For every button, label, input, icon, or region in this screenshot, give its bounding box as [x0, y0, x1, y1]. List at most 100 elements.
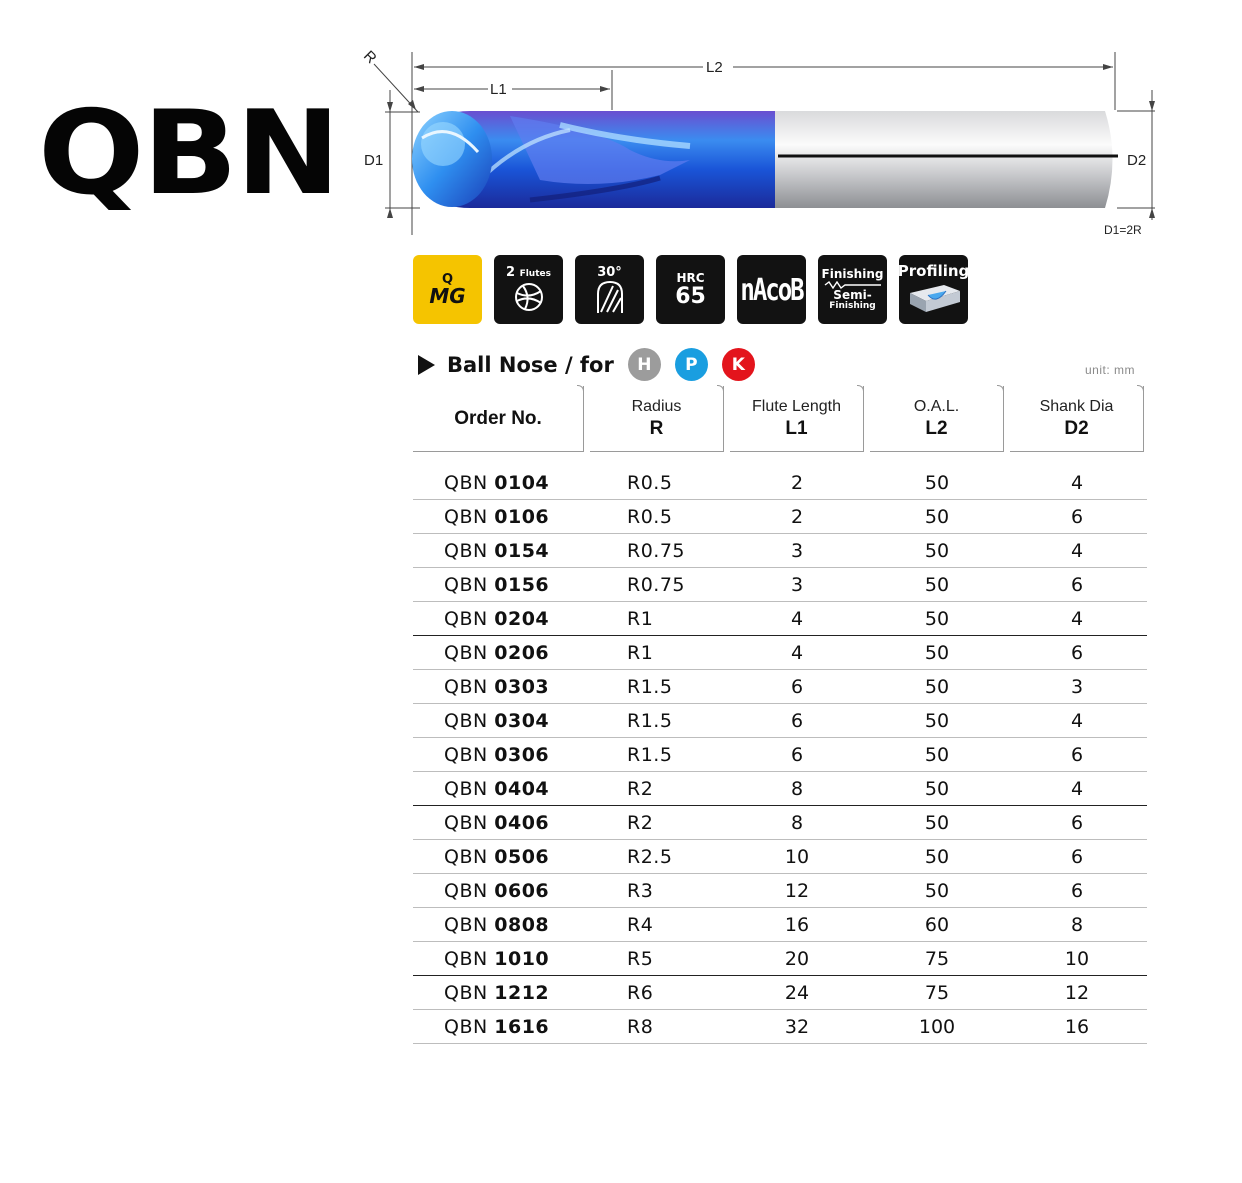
radius-cell: R0.5 [587, 499, 727, 534]
badge-hrc-label: HRC [676, 270, 705, 285]
table-row: QBN 0304 R1.5 6 50 4 [413, 703, 1147, 738]
oal-cell: 100 [867, 1009, 1007, 1044]
badge-semi-label: Semi- [833, 288, 872, 302]
header-oal-symbol: L2 [925, 417, 948, 439]
order-code: 0304 [494, 709, 550, 732]
badge-mg-grade: Q MG [413, 255, 482, 324]
order-no-cell: QBN 0404 [413, 771, 587, 806]
flute-length-cell: 3 [727, 533, 867, 568]
table-row: QBN 0406 R2 8 50 6 [413, 805, 1147, 840]
order-prefix: QBN [444, 879, 488, 902]
shank-dia-cell: 6 [1007, 737, 1147, 772]
dim-l1-label: L1 [490, 81, 507, 98]
radius-cell: R5 [587, 941, 727, 976]
header-shank-symbol: D2 [1064, 417, 1089, 439]
shank-dia-cell: 6 [1007, 805, 1147, 840]
shank-dia-cell: 10 [1007, 941, 1147, 976]
badge-finishing: Finishing Semi- Finishing [818, 255, 887, 324]
oal-cell: 50 [867, 601, 1007, 636]
flute-length-cell: 2 [727, 466, 867, 500]
radius-cell: R2 [587, 805, 727, 840]
flute-length-cell: 32 [727, 1009, 867, 1044]
header-oal: O.A.L. L2 [867, 386, 1007, 452]
flutes-icon [514, 283, 543, 311]
flute-length-cell: 12 [727, 873, 867, 908]
flute-length-cell: 3 [727, 567, 867, 602]
oal-cell: 75 [867, 975, 1007, 1010]
order-no-cell: QBN 0606 [413, 873, 587, 908]
badge-helix-label: 30° [597, 264, 622, 280]
order-prefix: QBN [444, 471, 488, 494]
material-k-badge: K [721, 348, 755, 381]
table-row: QBN 0506 R2.5 10 50 6 [413, 839, 1147, 874]
dim-r-label: R [360, 47, 380, 67]
radius-cell: R2.5 [587, 839, 727, 874]
table-row: QBN 0154 R0.75 3 50 4 [413, 533, 1147, 568]
header-shank-label: Shank Dia [1039, 397, 1114, 415]
badge-profiling: Profiling [898, 255, 969, 324]
order-prefix: QBN [444, 573, 488, 596]
badge-finishing-label: Finishing [821, 267, 884, 281]
table-row: QBN 0306 R1.5 6 50 6 [413, 737, 1147, 772]
order-prefix: QBN [444, 777, 488, 800]
shank-dia-cell: 6 [1007, 873, 1147, 908]
shank-dia-cell: 6 [1007, 499, 1147, 534]
shank-dia-cell: 6 [1007, 839, 1147, 874]
radius-cell: R8 [587, 1009, 727, 1044]
order-prefix: QBN [444, 675, 488, 698]
order-code: 0404 [494, 777, 550, 800]
triangle-bullet-icon [418, 354, 435, 375]
shank-dia-cell: 4 [1007, 703, 1147, 738]
header-order-no: Order No. [413, 386, 587, 452]
flute-length-cell: 10 [727, 839, 867, 874]
order-no-cell: QBN 0304 [413, 703, 587, 738]
table-row: QBN 0204 R1 4 50 4 [413, 601, 1147, 636]
header-oal-label: O.A.L. [913, 397, 960, 415]
oal-cell: 50 [867, 567, 1007, 602]
badge-coating-label: nAcoB [740, 272, 804, 307]
oal-cell: 50 [867, 635, 1007, 670]
header-radius: Radius R [587, 386, 727, 452]
dim-d2-label: D2 [1127, 152, 1146, 169]
badge-flutes-word: Flutes [519, 269, 551, 279]
table-row: QBN 0206 R1 4 50 6 [413, 635, 1147, 670]
flute-length-cell: 4 [727, 635, 867, 670]
badge-30-helix: 30° [575, 255, 644, 324]
flute-length-cell: 4 [727, 601, 867, 636]
badge-semi-finishing-label: Finishing [829, 301, 876, 311]
shank-dia-cell: 4 [1007, 466, 1147, 500]
order-no-cell: QBN 0206 [413, 635, 587, 670]
table-row: QBN 0104 R0.5 2 50 4 [413, 466, 1147, 500]
radius-cell: R1.5 [587, 737, 727, 772]
dim-note: D1=2R [1104, 223, 1142, 237]
header-order-label: Order No. [454, 407, 542, 429]
order-code: 1212 [494, 981, 550, 1004]
badge-hrc-value: 65 [675, 283, 706, 309]
shank-dia-cell: 4 [1007, 601, 1147, 636]
order-code: 0303 [494, 675, 550, 698]
oal-cell: 50 [867, 499, 1007, 534]
header-shank-dia: Shank Dia D2 [1007, 386, 1147, 452]
radius-cell: R1 [587, 635, 727, 670]
order-prefix: QBN [444, 913, 488, 936]
profiling-icon [909, 284, 960, 312]
shank-dia-cell: 6 [1007, 567, 1147, 602]
order-code: 0506 [494, 845, 550, 868]
order-code: 0306 [494, 743, 550, 766]
flute-length-cell: 6 [727, 703, 867, 738]
header-radius-label: Radius [631, 397, 682, 415]
order-no-cell: QBN 0303 [413, 669, 587, 704]
header-flute-length: Flute Length L1 [727, 386, 867, 452]
order-code: 1616 [494, 1015, 550, 1038]
oal-cell: 50 [867, 669, 1007, 704]
shank-dia-cell: 4 [1007, 771, 1147, 806]
order-code: 0808 [494, 913, 550, 936]
order-no-cell: QBN 0204 [413, 601, 587, 636]
order-code: 0204 [494, 607, 550, 630]
ball-nose-end-mill-drawing: L2 L1 R D1 D2 D1=2R [360, 47, 1155, 237]
order-no-cell: QBN 0106 [413, 499, 587, 534]
radius-cell: R3 [587, 873, 727, 908]
oal-cell: 50 [867, 805, 1007, 840]
order-no-cell: QBN 1010 [413, 941, 587, 976]
header-flute-symbol: L1 [785, 417, 808, 439]
